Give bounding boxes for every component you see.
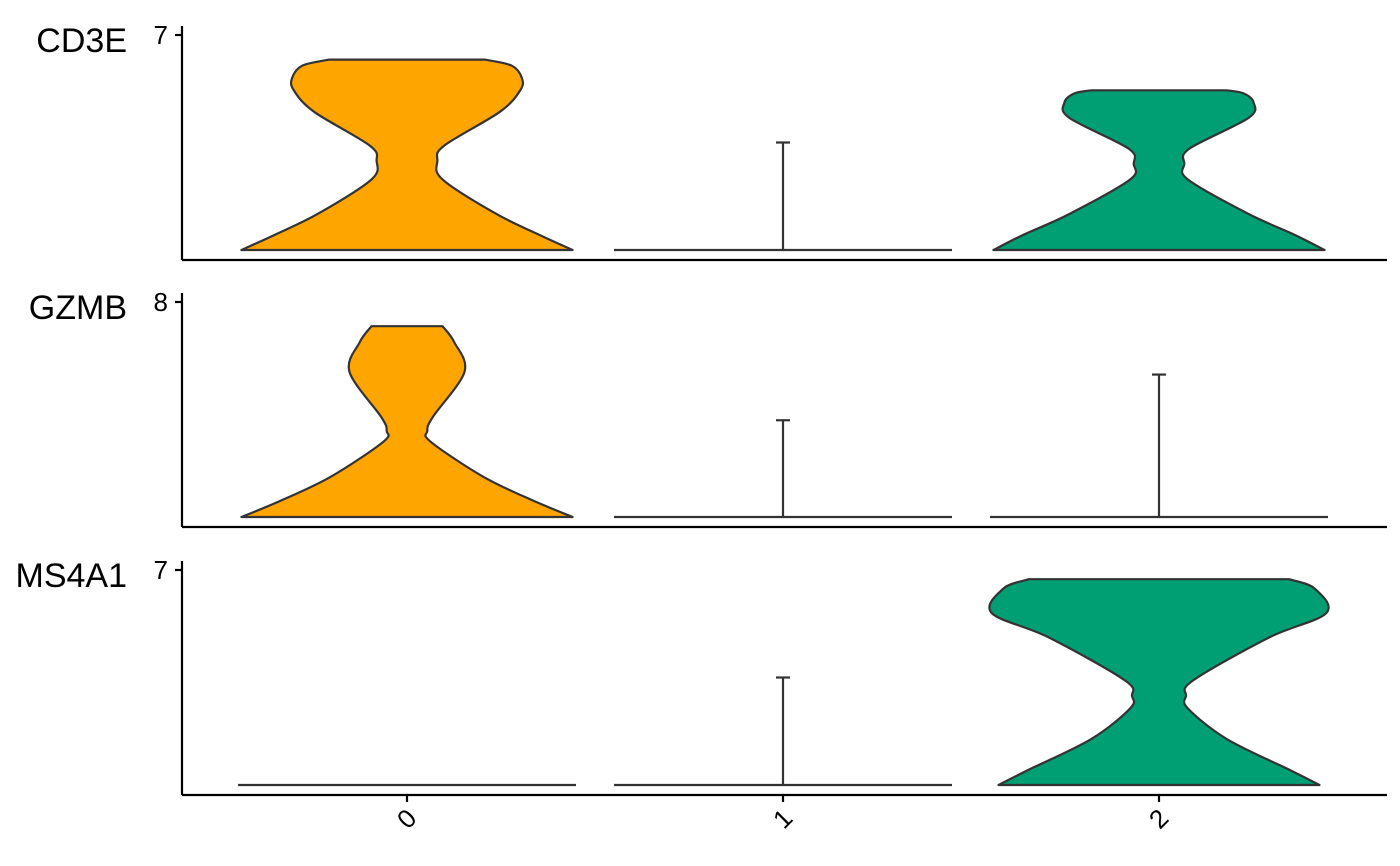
y-tick-label: 7	[154, 555, 168, 585]
x-tick-label-0: 0	[391, 803, 422, 834]
gene-label-gzmb: GZMB	[29, 289, 127, 327]
x-tick-label-1: 1	[767, 803, 798, 834]
gene-label-cd3e: CD3E	[36, 22, 127, 60]
violin-cd3e-group-2	[992, 89, 1326, 252]
violin-cd3e-group-0	[240, 58, 574, 252]
gene-label-ms4a1: MS4A1	[16, 557, 128, 595]
violin-gzmb-group-0	[240, 325, 574, 519]
x-tick-label-2: 2	[1143, 803, 1174, 834]
y-tick-label: 7	[154, 20, 168, 50]
violin-ms4a1-group-2	[988, 578, 1330, 787]
y-tick-label: 8	[154, 287, 168, 317]
